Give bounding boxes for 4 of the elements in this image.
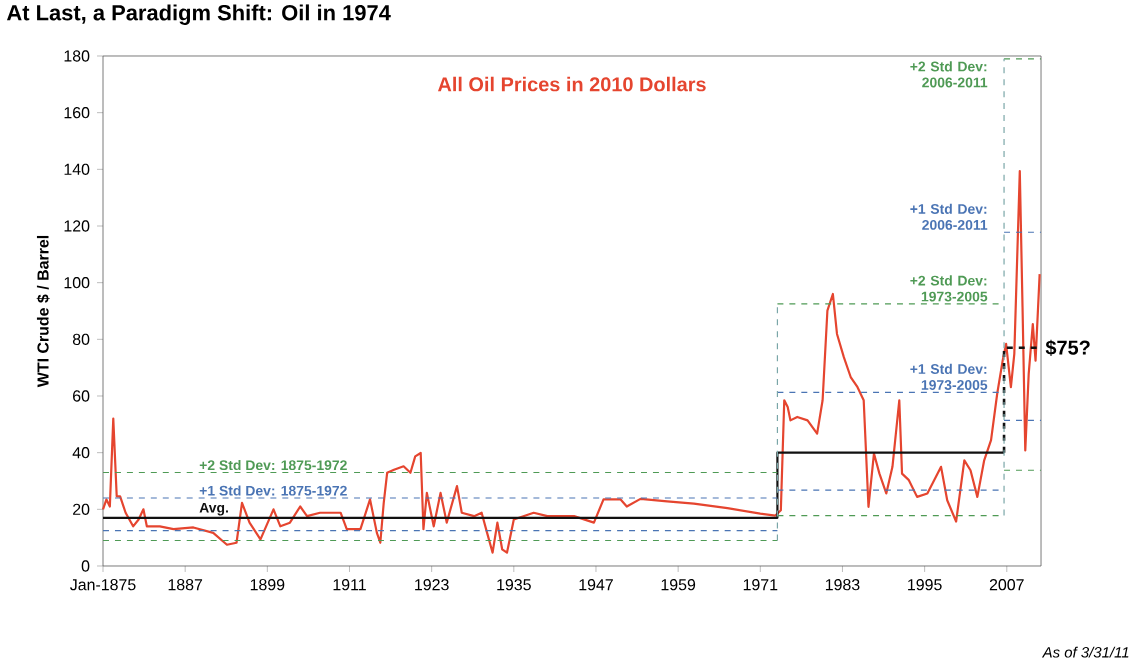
annotation: $75? <box>1045 339 1090 356</box>
chart-title: At Last, a Paradigm Shift: Oil in 1974 <box>6 4 391 25</box>
line-series <box>101 169 1041 554</box>
text: All Oil Prices in 2010 Dollars <box>437 76 706 92</box>
